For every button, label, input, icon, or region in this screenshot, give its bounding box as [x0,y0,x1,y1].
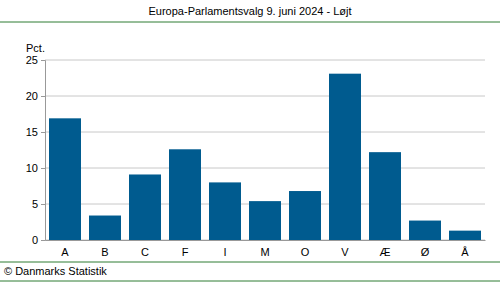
y-tick-mark [41,60,45,61]
x-tick-label: Ø [421,246,430,258]
y-axis: 0 5 10 15 20 25 [26,54,46,246]
frame-line [0,281,500,282]
chart: Europa-Parlamentsvalg 9. juni 2024 - Løj… [0,0,500,282]
y-tick: 5 [32,198,45,210]
bars [49,74,481,240]
grid [45,60,485,240]
y-tick-label: 0 [32,234,38,246]
x-tick-label: Å [461,246,469,258]
bar [169,149,201,240]
grid-line [45,132,485,133]
grid-line [45,168,485,169]
bar [289,191,321,240]
bar [209,182,241,240]
x-tick: Æ [380,240,391,258]
x-tick-label: M [260,246,269,258]
x-tick: F [182,240,189,258]
bar [249,201,281,240]
x-tick-label: A [61,246,69,258]
x-tick: C [141,240,149,258]
title: Europa-Parlamentsvalg 9. juni 2024 - Løj… [149,5,352,17]
y-tick: 10 [26,162,45,174]
y-tick-label: 10 [26,162,38,174]
grid-line [45,96,485,97]
x-tick: B [101,240,108,258]
bar [129,174,161,240]
x-tick-label: O [301,246,310,258]
y-tick-mark [41,168,45,169]
y-tick-label: 25 [26,54,38,66]
bar [329,74,361,240]
x-tick-label: C [141,246,149,258]
frame-line [0,22,500,23]
x-tick: Ø [421,240,430,258]
plot: 0 5 10 15 20 25 A B C F I M O V Æ Ø Å [26,54,486,258]
x-tick: Å [461,240,469,258]
x-tick: V [341,240,349,258]
grid-line [45,60,485,61]
x-tick-label: F [182,246,189,258]
x-tick-label: V [341,246,349,258]
x-tick-label: Æ [380,246,391,258]
x-axis-line [46,240,486,241]
y-tick: 15 [26,126,45,138]
y-tick-label: 5 [32,198,38,210]
x-tick: O [301,240,310,258]
x-tick-label: B [101,246,108,258]
x-axis: ABCFIMOVÆØÅ [46,240,486,258]
x-tick-label: I [223,246,226,258]
y-axis-line [41,61,46,241]
bar [49,118,81,240]
y-tick-mark [41,96,45,97]
y-tick-mark [41,204,45,205]
y-tick: 25 [26,54,45,66]
x-tick: I [223,240,226,258]
y-tick-mark [41,132,45,133]
bar [369,152,401,240]
source: © Danmarks Statistik [4,265,107,277]
y-tick-label: 20 [26,90,38,102]
x-tick: M [260,240,269,258]
frame-line [0,262,500,263]
y-axis-title: Pct. [26,42,45,54]
bar [449,231,481,240]
y-tick: 0 [32,234,45,246]
y-tick-label: 15 [26,126,38,138]
bar [409,221,441,240]
bar [89,216,121,240]
y-tick: 20 [26,90,45,102]
y-tick-mark [41,240,45,241]
x-tick: A [61,240,69,258]
